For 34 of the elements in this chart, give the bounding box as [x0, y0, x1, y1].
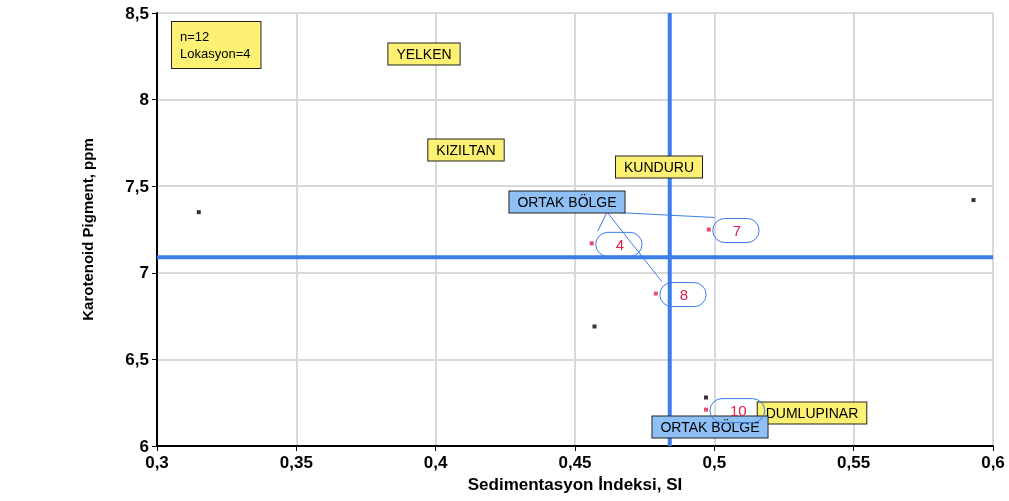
- y-tick-label: 7,5: [125, 176, 149, 196]
- annotation: ORTAK BÖLGE: [517, 193, 617, 210]
- x-tick-label: 0,5: [702, 453, 727, 472]
- annotation: KIZILTAN: [436, 142, 496, 158]
- y-tick-label: 7: [139, 263, 149, 283]
- x-tick-label: 0,35: [279, 453, 313, 472]
- x-tick-label: 0,4: [423, 453, 449, 472]
- x-tick-label: 0,55: [837, 453, 871, 472]
- x-tick-label: 0,3: [145, 453, 169, 472]
- annotation: 8: [679, 286, 689, 304]
- point: [703, 407, 708, 412]
- y-axis-title: Karotenoid Pigment, ppm: [79, 138, 96, 321]
- annotation: 7: [732, 222, 742, 239]
- annotation: YELKEN: [396, 46, 452, 62]
- annotation: DUMLUPINAR: [765, 405, 859, 421]
- x-axis-title: Sedimentasyon İndeksi, SI: [467, 475, 683, 494]
- point: [589, 241, 594, 246]
- annotation: KUNDURU: [624, 159, 694, 175]
- y-tick-label: 6,5: [125, 349, 149, 369]
- point: [971, 198, 976, 203]
- x-tick-label: 0,6: [981, 453, 1005, 472]
- annotation: ORTAK BÖLGE: [660, 418, 760, 435]
- point: [706, 227, 711, 232]
- annotation: n=12 Lokasyon=4: [180, 29, 251, 61]
- x-tick-label: 0,45: [558, 453, 592, 472]
- point: [703, 395, 708, 400]
- point: [653, 291, 658, 296]
- point: [196, 210, 201, 215]
- point: [592, 324, 597, 329]
- annotation: 10: [729, 402, 747, 420]
- annotation: 4: [615, 235, 625, 253]
- y-tick-label: 8,5: [125, 3, 149, 23]
- y-tick-label: 6: [139, 436, 149, 456]
- y-tick-label: 8: [139, 90, 149, 110]
